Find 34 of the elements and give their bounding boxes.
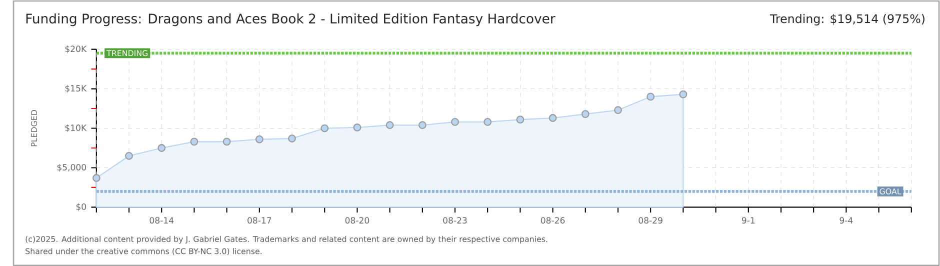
x-tick-label: 08-29 [638, 216, 662, 224]
x-tick-label: 08-20 [345, 216, 370, 224]
x-tick-label: 08-23 [443, 216, 467, 224]
point [679, 90, 688, 98]
point [320, 124, 329, 132]
y-tick-label: $20K [65, 45, 87, 54]
x-tick-label: 9-4 [840, 216, 853, 224]
point [222, 138, 231, 146]
point [125, 152, 133, 160]
text: Trending: $19,514 (975%) [770, 14, 924, 26]
point [386, 120, 394, 129]
point [548, 114, 557, 122]
point [614, 106, 622, 114]
x-tick-label: 9-1 [742, 216, 755, 224]
point [484, 118, 492, 126]
point [190, 138, 198, 146]
y-tick-label: $10K [65, 124, 87, 132]
x-tick-label: 08-17 [248, 216, 272, 224]
point [288, 134, 296, 142]
point [516, 115, 524, 124]
x-tick-label: 08-14 [150, 216, 174, 224]
point [92, 174, 100, 182]
y-tick-label: $0 [76, 203, 86, 211]
y-tick-label: $5,000 [57, 164, 86, 172]
point [646, 92, 655, 100]
point [451, 118, 459, 126]
x-tick-label: 08-26 [540, 216, 565, 224]
y-tick-label: $15K [65, 84, 87, 92]
point [581, 110, 590, 118]
point [353, 123, 362, 132]
point [158, 144, 166, 152]
point [255, 135, 264, 144]
chart-title: Funding Progress: Dragons and Aces Book 2 - Limited Edition Fantasy Hardcover [26, 13, 556, 26]
point [418, 120, 426, 129]
